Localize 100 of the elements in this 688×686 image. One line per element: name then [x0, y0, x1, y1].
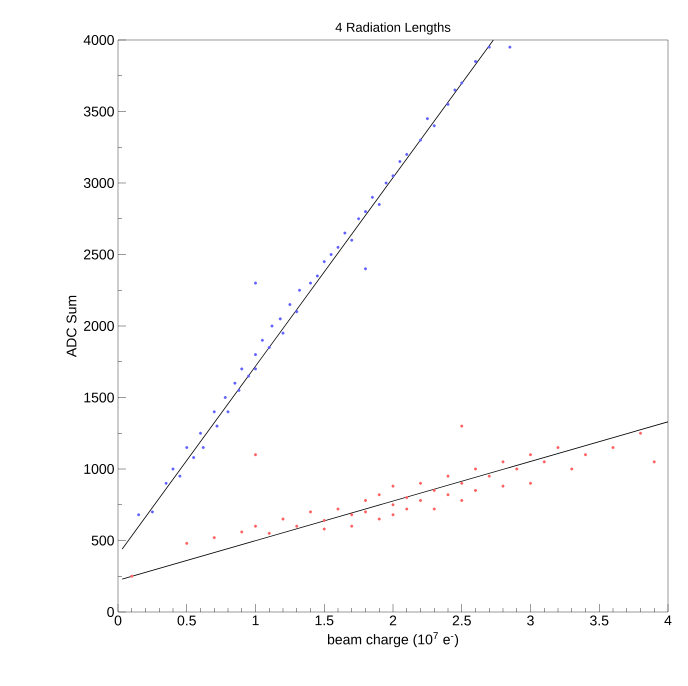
point [260, 338, 264, 342]
point [370, 196, 374, 199]
x-tick-label: 0.5 [178, 616, 196, 626]
point [474, 468, 478, 470]
point [488, 46, 491, 49]
point [233, 382, 236, 385]
point [432, 508, 436, 511]
point [295, 524, 298, 528]
point [405, 152, 408, 156]
point [378, 493, 381, 496]
x-tick-label: 3.5 [590, 616, 608, 626]
point [378, 202, 381, 206]
point [364, 267, 368, 270]
x-axis-title: beam charge (10$^{7}$ e$^{-}$) [328, 632, 458, 648]
point [570, 468, 574, 470]
point [137, 513, 140, 516]
point [502, 460, 504, 464]
point [130, 574, 134, 578]
y-tick-label: 3000 [84, 178, 114, 188]
point [392, 174, 394, 178]
point [350, 513, 354, 516]
point [453, 88, 456, 92]
point [384, 182, 388, 184]
point [529, 453, 532, 456]
point [488, 474, 491, 478]
point [556, 446, 560, 450]
point [460, 81, 464, 84]
point [460, 424, 464, 428]
point [529, 482, 532, 485]
point [502, 484, 504, 488]
chart-title: 4 Radiation Lengths [335, 22, 450, 34]
point [212, 410, 216, 414]
point [652, 460, 656, 464]
y-tick-label: 0 [107, 607, 114, 617]
point [185, 446, 188, 450]
point [192, 456, 196, 460]
point [268, 346, 271, 349]
point [270, 324, 274, 328]
point [224, 396, 227, 399]
point [282, 518, 284, 521]
point [446, 493, 450, 496]
point [254, 367, 257, 370]
x-tick-label: 2.5 [452, 616, 471, 626]
point [185, 542, 188, 545]
point [398, 160, 402, 164]
point [278, 317, 282, 320]
point [612, 446, 615, 450]
point [150, 510, 154, 514]
point [432, 488, 436, 492]
point [282, 332, 284, 335]
point [542, 460, 546, 464]
point [322, 260, 326, 264]
x-tick-label: 2 [390, 616, 396, 626]
point [226, 410, 230, 414]
point [322, 528, 326, 531]
point [419, 498, 422, 502]
point [419, 138, 422, 142]
point [446, 474, 450, 478]
point [584, 453, 588, 456]
point [515, 468, 518, 470]
point [254, 453, 257, 456]
point [295, 310, 298, 314]
point [336, 508, 340, 511]
point [343, 232, 346, 235]
point [240, 530, 244, 534]
point [426, 117, 429, 120]
point [392, 484, 394, 488]
point [364, 210, 368, 214]
point [254, 524, 257, 528]
point [164, 482, 168, 485]
point [288, 303, 292, 306]
point [298, 288, 301, 292]
point [212, 536, 216, 540]
point [474, 488, 478, 492]
x-tick-label: 3 [527, 616, 534, 626]
point [178, 474, 182, 478]
point [639, 432, 642, 435]
point [254, 353, 257, 356]
point [474, 60, 478, 63]
point [508, 46, 512, 49]
point [254, 282, 257, 285]
point [446, 102, 450, 106]
y-tick-label: 2500 [84, 250, 114, 260]
point [247, 374, 250, 378]
y-tick-label: 3500 [84, 106, 114, 116]
point [460, 482, 464, 485]
point [240, 367, 244, 370]
point [405, 508, 408, 511]
x-tick-label: 1 [252, 616, 259, 626]
x-tick-label: 0 [114, 616, 122, 626]
point [419, 482, 422, 485]
point [316, 274, 319, 278]
x-tick-label: 1.5 [316, 616, 334, 626]
point [392, 513, 394, 516]
point [199, 432, 202, 435]
point [364, 510, 368, 514]
point [336, 246, 340, 249]
y-tick-label: 2000 [84, 321, 114, 331]
point [378, 518, 381, 521]
point [364, 498, 368, 502]
